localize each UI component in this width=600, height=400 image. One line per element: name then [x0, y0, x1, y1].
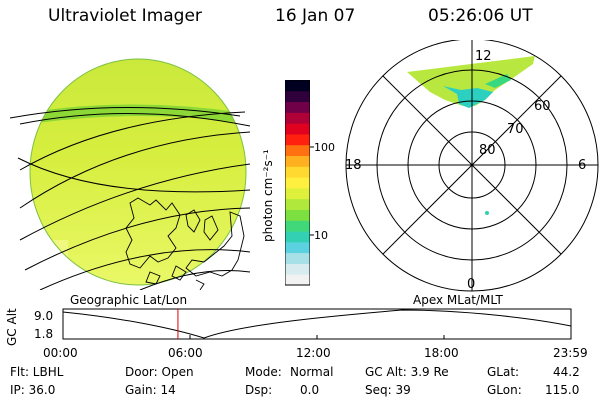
polar-panel-label: Apex MLat/MLT	[413, 293, 503, 307]
colorbar-swatch	[285, 241, 310, 254]
colorbar-swatch	[285, 155, 310, 167]
glat-label: GLat:	[487, 365, 520, 379]
colorbar-swatch	[285, 112, 310, 124]
colorbar-swatch	[285, 263, 310, 275]
colorbar-swatch	[285, 101, 310, 113]
gain-info: Gain: 14	[125, 383, 176, 397]
colorbar-swatch	[285, 220, 310, 232]
timeline-tick-1800: 18:00	[424, 346, 459, 360]
timeline-tick-0000: 00:00	[43, 346, 78, 360]
colorbar-swatch	[285, 123, 310, 135]
timeline-tick-0600: 06:00	[168, 346, 203, 360]
color-scale-ticks: 100 10	[310, 141, 335, 242]
color-scale	[285, 80, 310, 286]
mlt-label-6: 6	[578, 158, 586, 173]
colorbar-swatch	[285, 90, 310, 103]
time-label: 05:26:06 UT	[428, 6, 533, 26]
dsp-value: 0.0	[300, 383, 320, 397]
colorbar-swatch	[285, 198, 310, 210]
mlt-label-12: 12	[475, 49, 492, 64]
altitude-timeline[interactable]	[62, 308, 574, 342]
glon-label: GLon:	[487, 383, 522, 397]
colorbar-swatch	[285, 274, 310, 286]
mode-label: Mode:	[245, 365, 282, 379]
colorbar-swatch	[285, 80, 310, 92]
glon-value: 115.0	[545, 383, 580, 397]
geographic-panel-label: Geographic Lat/Lon	[70, 293, 188, 307]
colorbar-swatch	[285, 209, 310, 221]
geographic-image	[9, 58, 251, 290]
mlt-label-18: 18	[345, 158, 362, 173]
colorbar-tick-10: 10	[314, 229, 328, 242]
gc-alt-info: GC Alt: 3.9 Re	[365, 365, 449, 379]
lat-label-80: 80	[479, 143, 496, 158]
colorbar-tick-100: 100	[314, 141, 335, 154]
dsp-label: Dsp:	[245, 383, 273, 397]
seq-info: Seq: 39	[365, 383, 411, 397]
colorbar-swatch	[285, 177, 310, 189]
timeline-ymin: 1.8	[34, 327, 54, 341]
door-info: Door: Open	[125, 365, 194, 379]
mode-value: Normal	[290, 365, 334, 379]
ip-info: IP: 36.0	[10, 383, 56, 397]
timeline-ylabel: GC Alt	[5, 308, 19, 346]
colorbar-unit-label: photon cm⁻²s⁻¹	[261, 149, 275, 242]
lat-label-60: 60	[534, 99, 551, 114]
colorbar-swatch	[285, 166, 310, 178]
timeline-tick-2359: 23:59	[553, 346, 588, 360]
filter-info: Flt: LBHL	[10, 365, 64, 379]
colorbar-swatch	[285, 187, 310, 200]
colorbar-swatch	[285, 231, 310, 243]
colorbar-swatch	[285, 133, 310, 146]
colorbar-swatch	[285, 252, 310, 264]
lat-label-70: 70	[507, 122, 524, 137]
colorbar-swatch	[285, 144, 310, 157]
glat-value: 44.2	[553, 365, 580, 379]
polar-plot: 12 18 6 0 80 70 60	[345, 40, 599, 292]
timeline-tick-1200: 12:00	[296, 346, 331, 360]
date-label: 16 Jan 07	[275, 6, 356, 26]
mlt-label-0: 0	[467, 277, 475, 292]
timeline-ymax: 9.0	[34, 309, 54, 323]
instrument-title: Ultraviolet Imager	[48, 6, 202, 26]
